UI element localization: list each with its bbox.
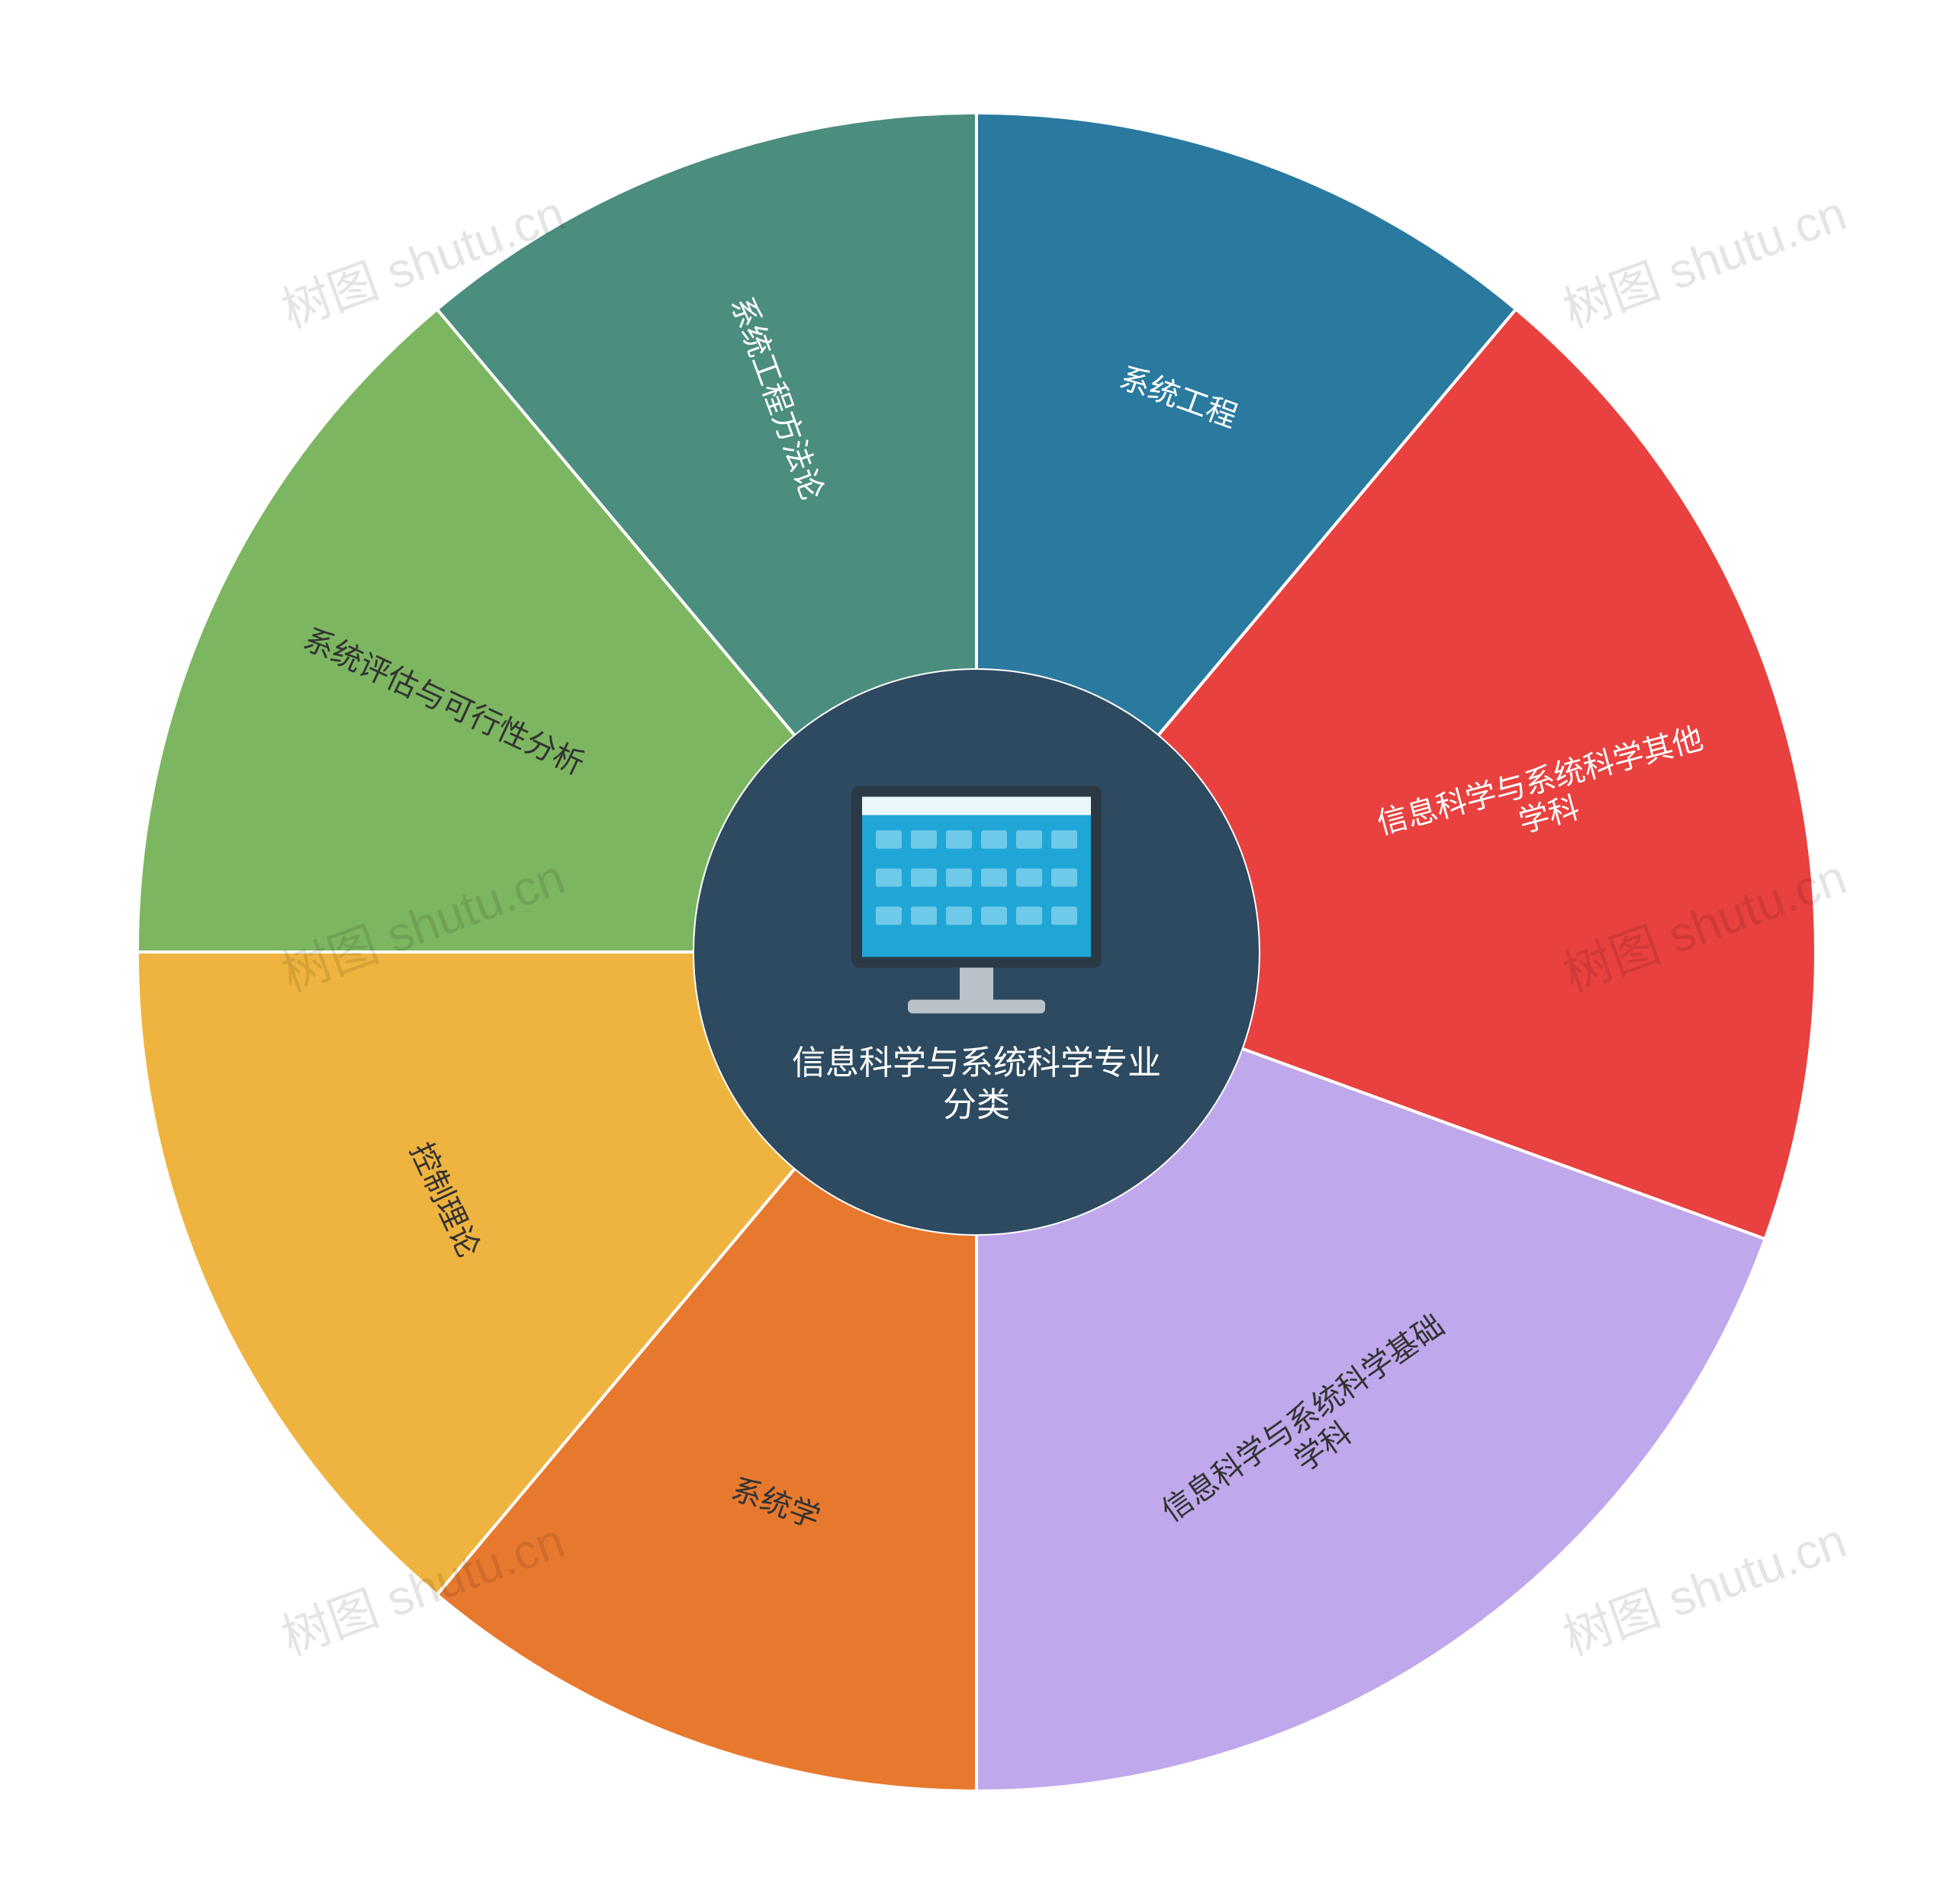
radial-diagram: 系统工程信息科学与系统科学其他学科信息科学与系统科学基础学科系统学控制理论系统评… [0, 0, 1953, 1904]
diagram-svg: 系统工程信息科学与系统科学其他学科信息科学与系统科学基础学科系统学控制理论系统评… [0, 0, 1953, 1904]
center-title-line2: 分类 [943, 1086, 1010, 1124]
center-title-line1: 信息科学与系统科学专业 [792, 1044, 1161, 1082]
